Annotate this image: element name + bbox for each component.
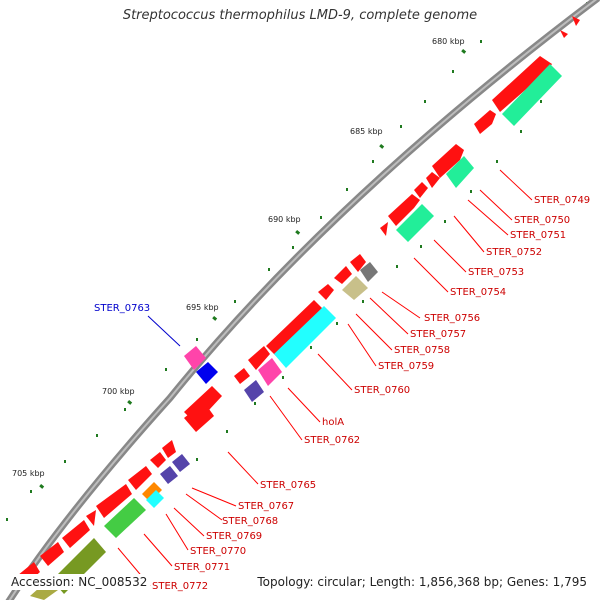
gene-label[interactable]: STER_0772	[152, 581, 208, 592]
gene-block[interactable]	[274, 306, 336, 368]
gene-label[interactable]: STER_0753	[468, 267, 524, 278]
gene-arrow[interactable]	[248, 346, 270, 370]
gene-arrow[interactable]	[334, 266, 352, 284]
gene-label[interactable]: STER_0749	[534, 195, 590, 206]
gene-block[interactable]	[502, 64, 562, 126]
gene-label[interactable]: STER_0768	[222, 516, 278, 527]
gene-label[interactable]: STER_0765	[260, 480, 316, 491]
gene-arrow[interactable]	[40, 542, 64, 566]
gene-label[interactable]: STER_0762	[304, 435, 360, 446]
gene-label[interactable]: STER_0759	[378, 361, 434, 372]
gene-label-blue[interactable]: STER_0763	[94, 303, 150, 314]
gene-arrow[interactable]	[266, 300, 324, 358]
gene-arrow[interactable]	[492, 56, 552, 112]
gene-label[interactable]: STER_0760	[354, 385, 410, 396]
gene-block[interactable]	[146, 490, 164, 508]
gene-label[interactable]: STER_0771	[174, 562, 230, 573]
gene-arrow[interactable]	[234, 368, 250, 384]
gene-arrow[interactable]	[86, 510, 96, 526]
gene-label[interactable]: STER_0769	[206, 531, 262, 542]
scale-label: 695 kbp	[186, 303, 219, 312]
major-ticks	[39, 48, 467, 489]
gene-block[interactable]	[104, 498, 146, 538]
gene-arrow[interactable]	[432, 144, 464, 178]
gene-block[interactable]	[342, 276, 368, 300]
gene-block[interactable]	[446, 156, 474, 188]
gene-block[interactable]	[396, 204, 434, 242]
forward-genes	[12, 16, 580, 590]
scale-label: 700 kbp	[102, 387, 135, 396]
gene-arrow[interactable]	[426, 172, 440, 188]
leader-lines	[117, 169, 533, 587]
gene-arrow[interactable]	[380, 222, 388, 236]
gene-block[interactable]	[142, 482, 162, 502]
gene-block[interactable]	[172, 454, 190, 472]
gene-arrow[interactable]	[150, 452, 166, 468]
gene-arrow[interactable]	[96, 484, 132, 518]
gene-label[interactable]: STER_0758	[394, 345, 450, 356]
scale-label: 705 kbp	[12, 469, 45, 478]
gene-block[interactable]	[244, 380, 264, 402]
gene-label[interactable]: STER_0751	[510, 230, 566, 241]
gene-label[interactable]: STER_0757	[410, 329, 466, 340]
genome-summary-text: Topology: circular; Length: 1,856,368 bp…	[254, 574, 590, 590]
gene-block[interactable]	[160, 466, 178, 484]
scale-label: 680 kbp	[432, 37, 465, 46]
gene-arrow[interactable]	[318, 284, 334, 300]
gene-block[interactable]	[184, 346, 206, 370]
gene-label[interactable]: STER_0770	[190, 546, 246, 557]
scale-label: 690 kbp	[268, 215, 301, 224]
gene-arrow[interactable]	[62, 520, 90, 548]
gene-arrow[interactable]	[184, 386, 222, 424]
gene-label[interactable]: STER_0752	[486, 247, 542, 258]
map-title: Streptococcus thermophilus LMD-9, comple…	[122, 8, 478, 23]
gene-label[interactable]: STER_0756	[424, 313, 480, 324]
gene-label[interactable]: STER_0750	[514, 215, 570, 226]
leader-line-blue	[147, 315, 181, 347]
gene-arrow[interactable]	[572, 16, 580, 26]
gene-label[interactable]: holA	[322, 417, 344, 428]
gene-label[interactable]: STER_0754	[450, 287, 506, 298]
gene-label[interactable]: STER_0767	[238, 501, 294, 512]
gene-arrow[interactable]	[414, 182, 428, 198]
gene-arrow[interactable]	[388, 194, 420, 226]
gene-block[interactable]	[360, 262, 378, 282]
gene-arrow[interactable]	[560, 30, 568, 38]
gene-arrow[interactable]	[350, 254, 366, 272]
gene-block[interactable]	[196, 362, 218, 384]
gene-arrow[interactable]	[128, 466, 152, 490]
gene-block[interactable]	[258, 358, 282, 386]
gene-arrow[interactable]	[474, 110, 496, 134]
colored-genes	[30, 64, 562, 600]
scale-label: 685 kbp	[350, 127, 383, 136]
gene-arrow[interactable]	[162, 440, 176, 458]
accession-text: Accession: NC_008532	[8, 574, 151, 590]
